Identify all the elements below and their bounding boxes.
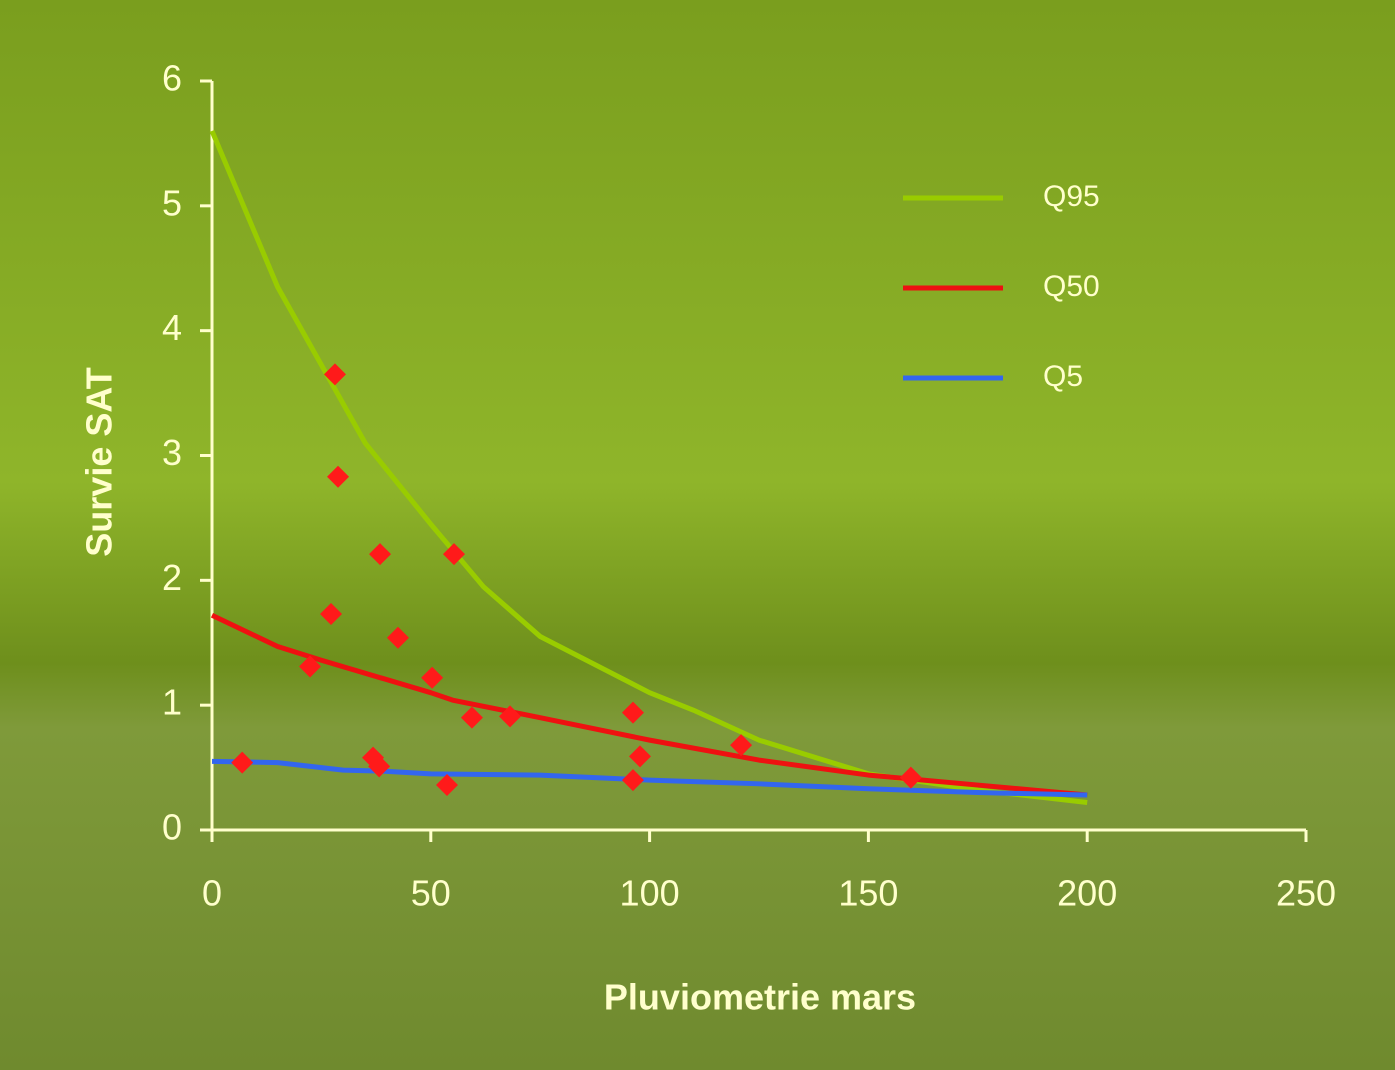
scatter-point xyxy=(730,734,753,757)
scatter-point xyxy=(628,745,651,768)
x-tick-label: 200 xyxy=(1057,873,1117,914)
y-tick-label: 0 xyxy=(162,807,182,848)
line xyxy=(211,758,1088,798)
y-tick-label: 2 xyxy=(162,557,182,598)
y-axis-label: Survie SAT xyxy=(79,367,120,556)
scatter-point xyxy=(386,626,409,649)
scatter-point xyxy=(327,465,350,488)
x-tick-label: 250 xyxy=(1276,873,1336,914)
scatter-point xyxy=(442,543,465,566)
y-tick-label: 6 xyxy=(162,58,182,99)
y-tick-label: 1 xyxy=(162,682,182,723)
scatter-point xyxy=(323,363,346,386)
y-tick-label: 5 xyxy=(162,182,182,223)
scatter-point xyxy=(499,705,522,728)
legend-label: Q5 xyxy=(1043,360,1083,393)
x-tick-label: 100 xyxy=(620,873,680,914)
y-tick-label: 4 xyxy=(162,307,182,348)
x-tick-label: 50 xyxy=(411,873,451,914)
scatter-point xyxy=(421,666,444,689)
scatter-point xyxy=(320,603,343,626)
scatter-point xyxy=(899,766,922,789)
x-tick-label: 150 xyxy=(838,873,898,914)
scatter-point xyxy=(368,755,391,778)
x-tick-label: 0 xyxy=(202,873,222,914)
scatter-point xyxy=(435,774,458,797)
x-axis-label: Pluviometrie mars xyxy=(604,977,916,1018)
scatter-point xyxy=(621,701,644,724)
legend-label: Q50 xyxy=(1043,270,1100,303)
scatter-point xyxy=(369,543,392,566)
scatter-point xyxy=(299,655,322,678)
y-tick-label: 3 xyxy=(162,432,182,473)
scatter-point xyxy=(621,769,644,792)
scatter-point xyxy=(231,751,254,774)
scatter-point xyxy=(460,706,483,729)
legend-label: Q95 xyxy=(1043,180,1100,213)
